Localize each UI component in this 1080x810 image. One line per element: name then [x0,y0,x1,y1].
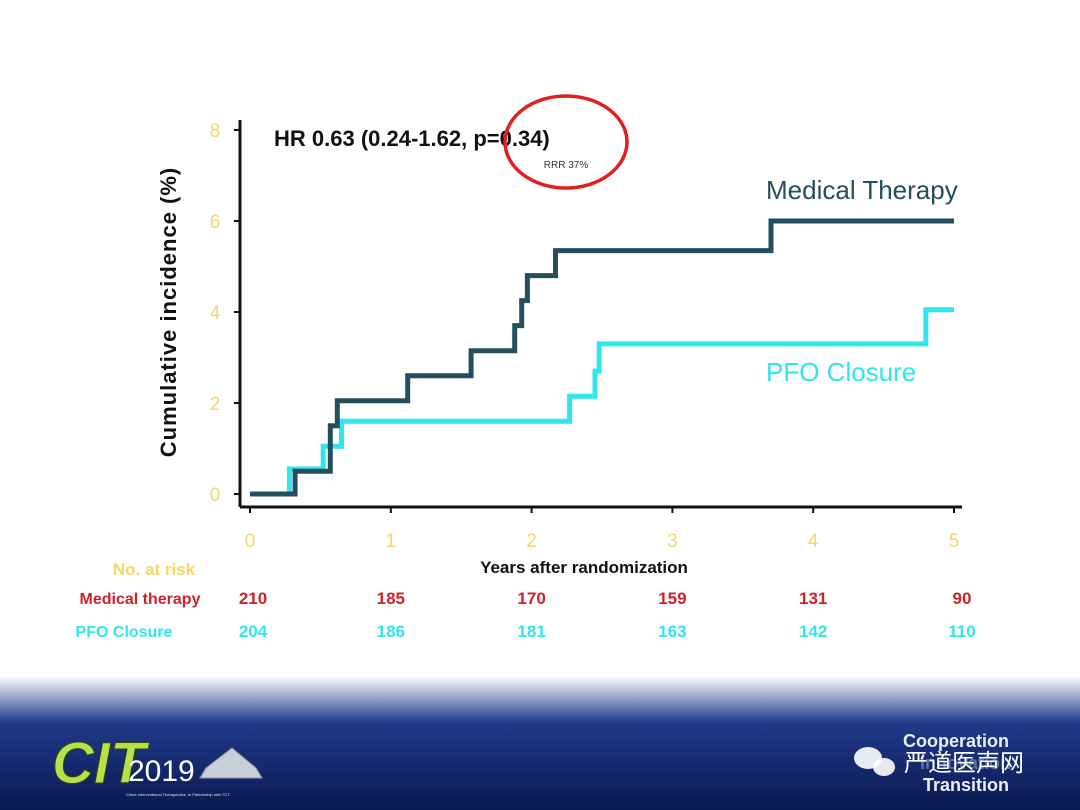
risk-value: 170 [517,589,545,608]
footer-background [0,676,1080,810]
tagline-line-2: Innovation [920,753,1011,773]
series-layer [250,218,954,497]
risk-value: 90 [953,589,972,608]
footer-logo-cit: CIT [52,731,150,796]
p-value-highlight-circle [503,94,629,190]
rrr-annotation: RRR 37% [544,160,589,171]
risk-values: 210 185 170 159 131 90 204 186 181 163 142 110 [239,589,976,641]
axis-ticks [234,129,955,513]
footer-logo-subtitle: China Interventional Therapeutics, in Pa… [126,792,230,797]
y-tick-label: 4 [210,303,221,324]
footer-band: CIT 2019 China Interventional Therapeuti… [0,676,1080,810]
risk-value: 131 [799,589,827,608]
risk-value: 142 [799,622,827,641]
tagline-line-3: Transition [923,775,1009,795]
x-tick-label: 0 [245,531,256,552]
watermark-text: 严道医声网 [904,750,1024,777]
x-tick-label: 2 [526,531,537,552]
y-tick-label: 8 [210,121,221,142]
risk-value: 186 [377,622,405,641]
series-label-pfo-closure: PFO Closure [766,357,916,387]
x-tick-label: 5 [949,531,960,552]
x-axis-title: Years after randomization [480,558,688,577]
risk-value: 159 [658,589,686,608]
risk-value: 163 [658,622,686,641]
wechat-icon [854,747,895,776]
risk-table-title: No. at risk [113,560,196,579]
risk-value: 210 [239,589,267,608]
series-label-medical-therapy: Medical Therapy [766,175,958,205]
y-tick-label: 0 [210,485,221,506]
y-tick-label: 2 [210,394,221,415]
footer-logo-building-icon [199,747,263,779]
series-medical-therapy-curve [250,218,954,497]
x-tick-label: 3 [667,531,678,552]
risk-value: 181 [517,622,545,641]
tagline-line-1: Cooperation [903,731,1009,751]
x-tick-label: 1 [386,531,397,552]
risk-value: 185 [377,589,405,608]
risk-row-label-medical-therapy: Medical therapy [80,591,201,608]
tick-labels: 0 2 4 6 8 0 1 2 3 4 5 [210,121,960,552]
plot-axes [238,120,962,509]
risk-value: 204 [239,622,268,641]
risk-value: 110 [948,622,975,641]
risk-table: No. at risk Medical therapy PFO Closure [76,560,201,641]
y-axis-title: Cumulative incidence (%) [156,167,181,458]
risk-row-label-pfo-closure: PFO Closure [76,624,173,641]
y-tick-label: 6 [210,212,221,233]
x-tick-label: 4 [808,531,819,552]
footer-logo-year: 2019 [128,755,195,788]
